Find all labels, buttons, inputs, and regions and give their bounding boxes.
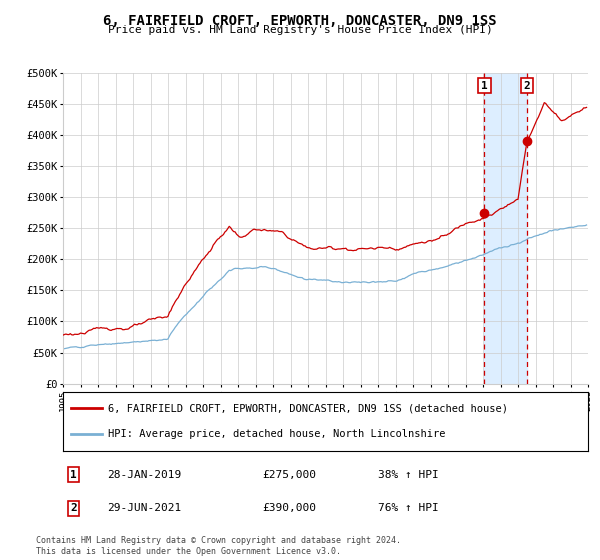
Text: £390,000: £390,000 xyxy=(263,503,317,513)
Text: 6, FAIRFIELD CROFT, EPWORTH, DONCASTER, DN9 1SS (detached house): 6, FAIRFIELD CROFT, EPWORTH, DONCASTER, … xyxy=(107,403,508,413)
Text: Price paid vs. HM Land Registry's House Price Index (HPI): Price paid vs. HM Land Registry's House … xyxy=(107,25,493,35)
Text: £275,000: £275,000 xyxy=(263,470,317,479)
Text: 29-JUN-2021: 29-JUN-2021 xyxy=(107,503,182,513)
Text: HPI: Average price, detached house, North Lincolnshire: HPI: Average price, detached house, Nort… xyxy=(107,430,445,440)
Text: 76% ↑ HPI: 76% ↑ HPI xyxy=(378,503,439,513)
Text: 2: 2 xyxy=(523,81,530,91)
Text: 2: 2 xyxy=(70,503,77,513)
Text: 6, FAIRFIELD CROFT, EPWORTH, DONCASTER, DN9 1SS: 6, FAIRFIELD CROFT, EPWORTH, DONCASTER, … xyxy=(103,14,497,28)
Text: Contains HM Land Registry data © Crown copyright and database right 2024.
This d: Contains HM Land Registry data © Crown c… xyxy=(36,536,401,556)
Text: 28-JAN-2019: 28-JAN-2019 xyxy=(107,470,182,479)
Text: 1: 1 xyxy=(70,470,77,479)
Text: 38% ↑ HPI: 38% ↑ HPI xyxy=(378,470,439,479)
Text: 1: 1 xyxy=(481,81,488,91)
Bar xyxy=(484,73,527,384)
